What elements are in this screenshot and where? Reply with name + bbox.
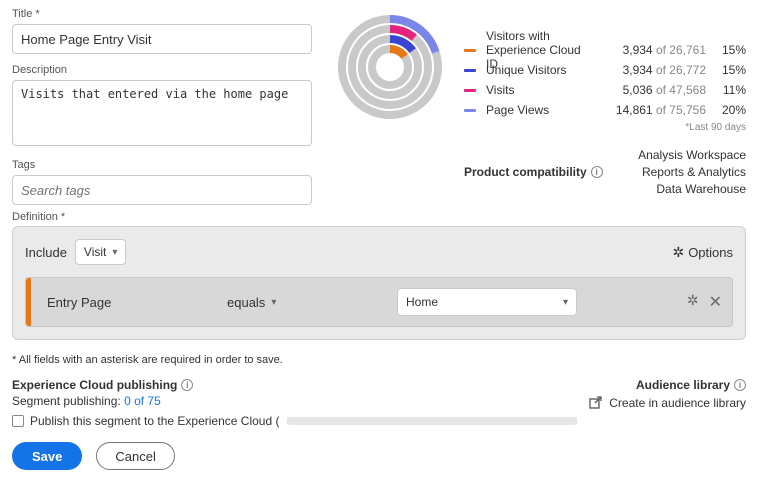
scope-dropdown[interactable]: Visit ▾ <box>75 239 126 265</box>
donut-chart <box>330 8 450 209</box>
cancel-button[interactable]: Cancel <box>96 442 174 470</box>
info-icon[interactable]: i <box>591 166 603 178</box>
metric-label: Page Views <box>486 103 596 117</box>
publishing-title: Experience Cloud publishing i <box>12 378 589 392</box>
metric-pct: 15% <box>706 63 746 77</box>
metrics-note: *Last 90 days <box>464 122 746 133</box>
info-icon[interactable]: i <box>734 379 746 391</box>
definition-label: Definition <box>12 211 746 223</box>
rule-settings-icon[interactable]: ✲ <box>687 292 699 312</box>
chevron-down-icon: ▾ <box>271 297 276 308</box>
rule-row: Entry Page equals ▾ Home ▾ ✲ ✕ <box>25 277 733 327</box>
publishing-count-link[interactable]: 0 of 75 <box>124 394 161 408</box>
product-compatibility-label: Product compatibility i <box>464 147 603 197</box>
description-input[interactable]: Visits that entered via the home page <box>12 80 312 146</box>
compat-item: Data Warehouse <box>638 181 746 198</box>
definition-box: Include Visit ▾ ✲ Options Entry Page equ… <box>12 226 746 340</box>
tags-input[interactable] <box>12 175 312 205</box>
save-button[interactable]: Save <box>12 442 82 470</box>
metric-label: Visits <box>486 83 596 97</box>
metric-label: Unique Visitors <box>486 63 596 77</box>
metric-row: Page Views 14,861 of 75,756 20% <box>464 100 746 120</box>
tags-label: Tags <box>12 159 312 171</box>
options-button[interactable]: ✲ Options <box>672 244 733 261</box>
rule-value-dropdown[interactable]: Home ▾ <box>397 288 577 316</box>
metrics-column: Visitors with Experience Cloud ID 3,934 … <box>330 8 746 209</box>
metric-count: 3,934 of 26,772 <box>596 63 706 77</box>
segment-builder: Title Description Visits that entered vi… <box>0 0 758 500</box>
rule-operator-dropdown[interactable]: equals ▾ <box>227 295 397 310</box>
metric-swatch <box>464 109 476 112</box>
title-input[interactable] <box>12 24 312 54</box>
metric-row: Visitors with Experience Cloud ID 3,934 … <box>464 40 746 60</box>
create-audience-link[interactable]: Create in audience library <box>589 396 746 410</box>
metric-count: 14,861 of 75,756 <box>596 103 706 117</box>
metric-row: Visits 5,036 of 47,568 11% <box>464 80 746 100</box>
metric-swatch <box>464 89 476 92</box>
info-icon[interactable]: i <box>181 379 193 391</box>
description-label: Description <box>12 64 312 76</box>
chevron-down-icon: ▾ <box>563 297 568 308</box>
metric-swatch <box>464 49 476 52</box>
export-icon <box>589 396 603 410</box>
chevron-down-icon: ▾ <box>112 247 117 258</box>
rule-accent-bar <box>26 278 31 326</box>
metric-pct: 15% <box>706 43 746 57</box>
gear-icon: ✲ <box>672 244 684 261</box>
metric-pct: 20% <box>706 103 746 117</box>
rule-remove-icon[interactable]: ✕ <box>709 292 722 312</box>
publish-progress-bar <box>287 417 577 425</box>
compat-item: Analysis Workspace <box>638 147 746 164</box>
include-label: Include <box>25 245 67 260</box>
metric-pct: 11% <box>706 83 746 97</box>
form-column: Title Description Visits that entered vi… <box>12 8 312 209</box>
product-compatibility-list: Analysis WorkspaceReports & AnalyticsDat… <box>638 147 746 197</box>
metric-count: 5,036 of 47,568 <box>596 83 706 97</box>
metric-row: Unique Visitors 3,934 of 26,772 15% <box>464 60 746 80</box>
publish-checkbox[interactable] <box>12 415 24 427</box>
compat-item: Reports & Analytics <box>638 164 746 181</box>
metric-count: 3,934 of 26,761 <box>596 43 706 57</box>
metric-swatch <box>464 69 476 72</box>
audience-library-title: Audience library i <box>589 378 746 392</box>
title-label: Title <box>12 8 312 20</box>
rule-dimension[interactable]: Entry Page <box>47 295 227 310</box>
required-footnote: * All fields with an asterisk are requir… <box>12 354 746 366</box>
publish-checkbox-label: Publish this segment to the Experience C… <box>30 414 279 428</box>
publishing-subtext: Segment publishing: 0 of 75 <box>12 394 589 408</box>
